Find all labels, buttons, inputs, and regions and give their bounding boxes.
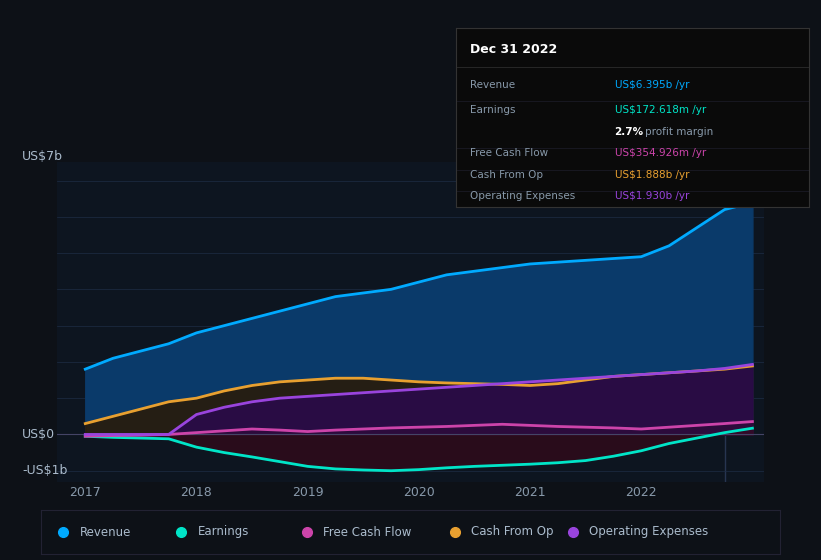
Text: Operating Expenses: Operating Expenses	[470, 192, 575, 202]
Text: Cash From Op: Cash From Op	[471, 525, 553, 539]
Text: US$354.926m /yr: US$354.926m /yr	[615, 148, 706, 158]
Text: Cash From Op: Cash From Op	[470, 170, 543, 180]
Text: US$0: US$0	[22, 428, 55, 441]
Text: -US$1b: -US$1b	[22, 464, 67, 477]
Text: Revenue: Revenue	[80, 525, 131, 539]
Text: US$1.930b /yr: US$1.930b /yr	[615, 192, 689, 202]
Text: US$1.888b /yr: US$1.888b /yr	[615, 170, 689, 180]
Text: Revenue: Revenue	[470, 80, 515, 90]
Text: Earnings: Earnings	[470, 105, 516, 115]
Text: profit margin: profit margin	[644, 127, 713, 137]
Text: US$7b: US$7b	[22, 150, 63, 162]
Text: Operating Expenses: Operating Expenses	[589, 525, 709, 539]
Text: US$172.618m /yr: US$172.618m /yr	[615, 105, 706, 115]
Text: Free Cash Flow: Free Cash Flow	[470, 148, 548, 158]
Text: Free Cash Flow: Free Cash Flow	[323, 525, 411, 539]
Text: 2.7%: 2.7%	[615, 127, 644, 137]
Text: US$6.395b /yr: US$6.395b /yr	[615, 80, 689, 90]
Text: Earnings: Earnings	[198, 525, 249, 539]
Text: Dec 31 2022: Dec 31 2022	[470, 43, 557, 56]
